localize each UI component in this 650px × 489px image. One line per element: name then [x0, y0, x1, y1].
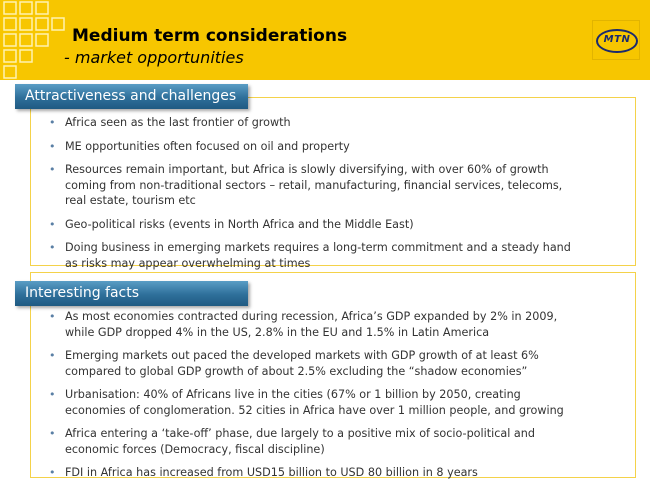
bullet-item: • Emerging markets out paced the develope… [0, 348, 590, 379]
bullet-item: • Africa seen as the last frontier of gro… [0, 115, 590, 131]
bullet-item: • Geo-political risks (events in North Af… [0, 217, 590, 233]
section-title-facts: Interesting facts [15, 281, 248, 306]
bullet-dot-icon: • [49, 466, 56, 479]
attractiveness-bullet-list: • Africa seen as the last frontier of gro… [0, 115, 590, 279]
bullet-item: • As most economies contracted during rec… [0, 309, 590, 340]
section-title-attractiveness: Attractiveness and challenges [15, 84, 248, 109]
slide-title: Medium term considerations [72, 26, 348, 46]
bullet-item: • FDI in Africa has increased from USD15 … [0, 465, 590, 481]
bullet-item: • Resources remain important, but Africa … [0, 162, 590, 209]
bullet-text: Urbanisation: 40% of Africans live in th… [65, 388, 564, 417]
bullet-dot-icon: • [49, 217, 56, 231]
bullet-dot-icon: • [49, 388, 56, 401]
bullet-text: Emerging markets out paced the developed… [65, 349, 539, 378]
logo-text: MTN [603, 34, 631, 45]
slide-subtitle: - market opportunities [64, 48, 244, 67]
section-facts [30, 272, 636, 478]
bullet-text: Doing business in emerging markets requi… [65, 241, 571, 270]
bullet-text: ME opportunities often focused on oil an… [65, 139, 350, 153]
mtn-logo: MTN [592, 20, 640, 60]
slide-header: Medium term considerations - market oppo… [0, 0, 650, 80]
bullet-text: FDI in Africa has increased from USD15 b… [65, 466, 478, 479]
bullet-item: • Urbanisation: 40% of Africans live in t… [0, 387, 590, 418]
bullet-dot-icon: • [49, 139, 56, 153]
bullet-dot-icon: • [49, 116, 56, 129]
bullet-dot-icon: • [49, 241, 56, 254]
bullet-dot-icon: • [49, 310, 56, 323]
bullet-dot-icon: • [49, 163, 56, 176]
bullet-text: Africa entering a ‘take-off’ phase, due … [65, 427, 535, 456]
bullet-item: • ME opportunities often focused on oil a… [0, 139, 590, 155]
bullet-text: Africa seen as the last frontier of grow… [65, 116, 291, 129]
logo-oval-icon: MTN [596, 29, 638, 53]
bullet-dot-icon: • [49, 349, 56, 362]
bullet-text: As most economies contracted during rece… [65, 310, 558, 339]
bullet-text: Geo-political risks (events in North Afr… [65, 217, 414, 231]
bullet-item: • Africa entering a ‘take-off’ phase, due… [0, 426, 590, 457]
bullet-item: • Doing business in emerging markets requ… [0, 240, 590, 271]
section-attractiveness [30, 97, 636, 266]
facts-bullet-list: • As most economies contracted during rec… [0, 309, 590, 489]
bullet-dot-icon: • [49, 427, 56, 440]
grid-decoration [3, 1, 65, 79]
bullet-text: Resources remain important, but Africa i… [65, 163, 563, 207]
